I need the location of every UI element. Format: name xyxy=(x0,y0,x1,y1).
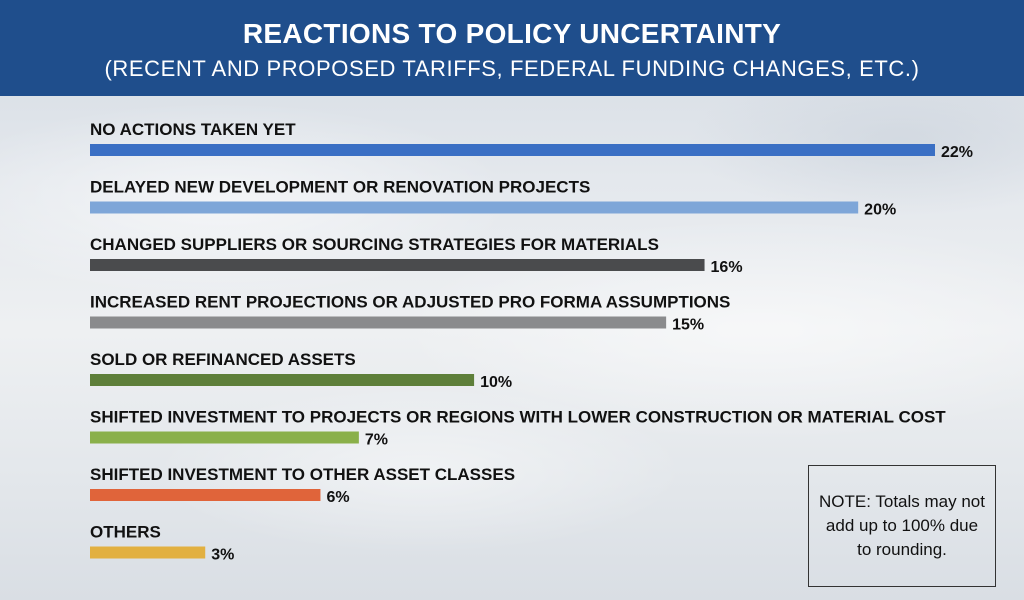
chart-header: REACTIONS TO POLICY UNCERTAINTY (RECENT … xyxy=(0,0,1024,96)
bar xyxy=(90,489,321,501)
category-label: SHIFTED INVESTMENT TO PROJECTS OR REGION… xyxy=(90,408,946,427)
value-label: 7% xyxy=(365,432,388,449)
bar xyxy=(90,259,705,271)
value-label: 3% xyxy=(211,547,234,564)
bar xyxy=(90,144,935,156)
value-label: 22% xyxy=(941,144,973,161)
bar xyxy=(90,201,859,214)
bar xyxy=(90,374,475,386)
bar xyxy=(90,431,359,444)
category-label: CHANGED SUPPLIERS OR SOURCING STRATEGIES… xyxy=(90,235,659,254)
category-label: DELAYED NEW DEVELOPMENT OR RENOVATION PR… xyxy=(90,178,590,197)
value-label: 20% xyxy=(864,202,896,219)
chart-title: REACTIONS TO POLICY UNCERTAINTY xyxy=(242,18,782,49)
bar xyxy=(90,316,667,329)
category-label: NO ACTIONS TAKEN YET xyxy=(90,120,296,139)
value-label: 6% xyxy=(326,489,349,506)
category-label: OTHERS xyxy=(90,523,161,542)
value-label: 10% xyxy=(480,374,512,391)
category-label: SOLD OR REFINANCED ASSETS xyxy=(90,350,356,369)
category-label: SHIFTED INVESTMENT TO OTHER ASSET CLASSE… xyxy=(90,465,515,484)
category-label: INCREASED RENT PROJECTIONS OR ADJUSTED P… xyxy=(90,293,730,312)
chart-subtitle: (RECENT AND PROPOSED TARIFFS, FEDERAL FU… xyxy=(104,56,920,81)
value-label: 15% xyxy=(672,317,704,334)
rounding-note: NOTE: Totals may not add up to 100% due … xyxy=(808,465,996,587)
value-label: 16% xyxy=(711,259,743,276)
bar xyxy=(90,546,206,559)
